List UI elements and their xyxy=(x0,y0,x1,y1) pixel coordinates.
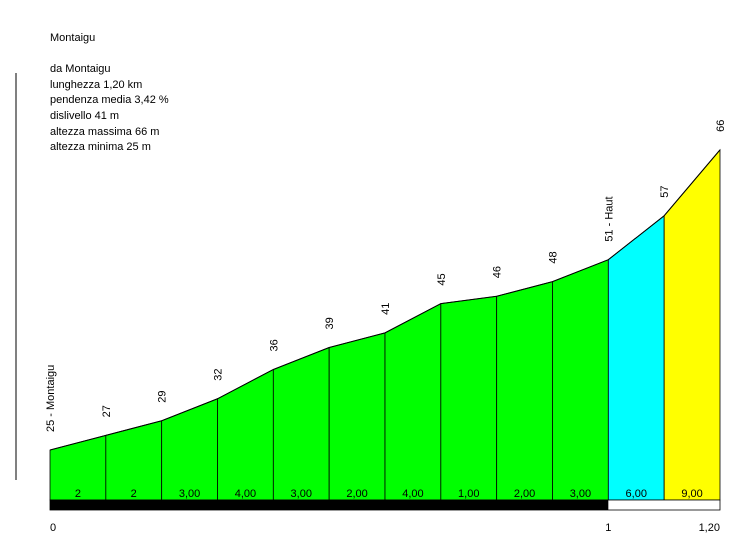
segment-gradient-label: 9,00 xyxy=(681,488,702,500)
x-tick-label: 0 xyxy=(50,522,56,534)
route-elevation-gain: dislivello 41 m xyxy=(50,109,120,122)
segment-gradient-label: 1,00 xyxy=(458,488,479,500)
gradient-segment-8 xyxy=(440,295,498,501)
segment-gradient-label: 2 xyxy=(75,488,81,500)
profile-line xyxy=(49,149,721,451)
route-avg-gradient: pendenza media 3,42 % xyxy=(50,94,169,107)
gradient-segment-12 xyxy=(663,148,721,501)
altitude-label: 39 xyxy=(324,317,336,329)
segment-gradient-label: 4,00 xyxy=(402,488,423,500)
gradient-segment-3 xyxy=(161,398,218,501)
segment-gradient-label: 3,00 xyxy=(179,488,200,500)
gradient-segment-7 xyxy=(384,302,442,501)
altitude-label: 46 xyxy=(492,266,504,278)
altitude-label: 57 xyxy=(659,186,671,198)
altitude-label: 51 - Haut xyxy=(603,196,615,241)
altitude-label: 66 xyxy=(715,120,727,132)
gradient-segment-5 xyxy=(272,346,330,501)
gradient-segment-6 xyxy=(328,332,386,501)
altitude-label: 32 xyxy=(212,369,224,381)
segment-gradient-label: 2 xyxy=(131,488,137,500)
altitude-label: 45 xyxy=(436,273,448,285)
x-tick-label: 1 xyxy=(605,522,611,534)
altitude-label: 48 xyxy=(547,251,559,263)
route-min-altitude: altezza minima 25 m xyxy=(50,141,151,154)
altitude-label: 36 xyxy=(268,339,280,351)
gradient-segment-9 xyxy=(496,281,553,501)
altitude-label: 41 xyxy=(380,303,392,315)
route-info: Montaigu da Montaigu lunghezza 1,20 km p… xyxy=(50,31,169,156)
gradient-segment-10 xyxy=(552,259,609,501)
distance-bar-km-1 xyxy=(50,500,609,510)
altitude-label: 29 xyxy=(157,390,169,402)
segment-gradient-label: 6,00 xyxy=(626,488,647,500)
segment-gradient-label: 3,00 xyxy=(570,488,591,500)
route-title: Montaigu xyxy=(50,32,96,44)
segment-gradient-label: 4,00 xyxy=(235,488,256,500)
altitude-label: 27 xyxy=(101,405,113,417)
gradient-segment-4 xyxy=(217,368,274,501)
segment-gradient-label: 2,00 xyxy=(514,488,535,500)
altitude-label: 25 - Montaigu xyxy=(45,365,57,432)
route-max-altitude: altezza massima 66 m xyxy=(50,125,160,138)
route-length: lunghezza 1,20 km xyxy=(50,78,143,91)
gradient-segment-11 xyxy=(607,214,665,501)
x-tick-label: 1,20 xyxy=(699,522,720,534)
route-from: da Montaigu xyxy=(50,63,111,76)
segment-gradient-label: 2,00 xyxy=(346,488,367,500)
segment-gradient-label: 3,00 xyxy=(291,488,312,500)
